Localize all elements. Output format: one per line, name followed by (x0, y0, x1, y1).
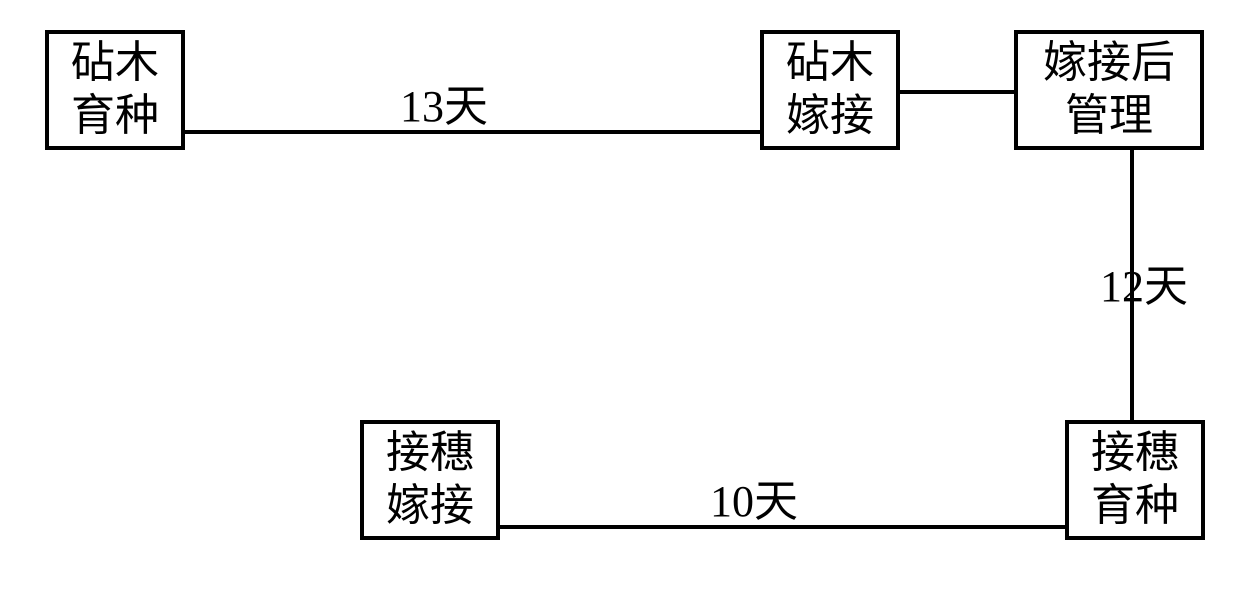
node-label: 砧木 育种 (71, 37, 159, 143)
edge-label: 13天 (400, 70, 488, 134)
edge-label: 10天 (710, 465, 798, 529)
flowchart-node: 砧木 嫁接 (760, 30, 900, 150)
flowchart-node: 接穗 嫁接 (360, 420, 500, 540)
node-label: 接穗 嫁接 (386, 427, 474, 533)
edge-label: 12天 (1100, 250, 1188, 314)
node-label: 砧木 嫁接 (786, 37, 874, 143)
flowchart-node: 接穗 育种 (1065, 420, 1205, 540)
flowchart-node: 砧木 育种 (45, 30, 185, 150)
edge (900, 90, 1014, 94)
node-label: 接穗 育种 (1091, 427, 1179, 533)
node-label: 嫁接后 管理 (1043, 37, 1175, 143)
flowchart-node: 嫁接后 管理 (1014, 30, 1204, 150)
